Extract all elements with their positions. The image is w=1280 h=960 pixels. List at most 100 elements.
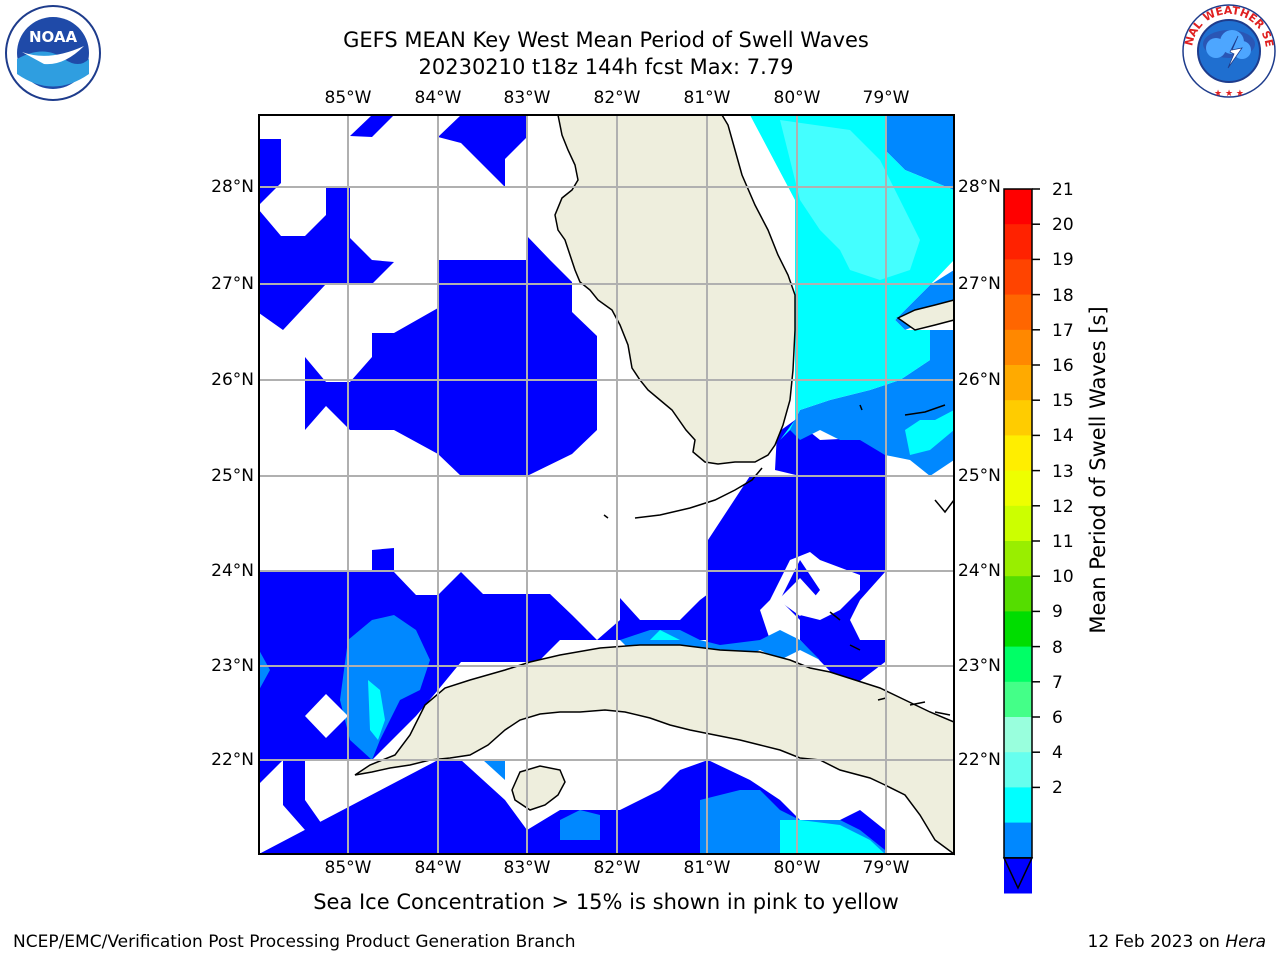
colorbar-title: Mean Period of Swell Waves [s] [1086,306,1110,634]
colorbar-swatch [1004,224,1032,260]
lat-label-left: 22°N [211,750,254,770]
lat-label-right: 28°N [958,177,1001,197]
lat-label-right: 25°N [958,466,1001,486]
colorbar-swatch [1004,787,1032,824]
colorbar-tick-label: 14 [1052,426,1074,447]
fill-region [905,410,954,455]
sea-ice-note: Sea Ice Concentration > 15% is shown in … [313,890,899,914]
fill-region [885,115,954,190]
fill-region [305,236,597,476]
colorbar-tick-label: 15 [1052,391,1074,412]
colorbar-swatch [1004,435,1032,472]
florida-keys [634,467,763,519]
fill-region [259,139,281,205]
lat-label-left: 24°N [211,561,254,581]
colorbar-swatch [1004,505,1032,542]
colorbar-swatch [1004,470,1032,507]
colorbar-tick-label: 9 [1052,602,1063,623]
cuba-cays [829,611,951,716]
lon-label-top: 79°W [862,88,910,108]
colorbar-tick-label: 11 [1052,532,1074,552]
fill-region [350,115,394,137]
fill-region [438,115,527,187]
colorbar-tick-label: 6 [1052,708,1063,728]
colorbar-swatch [1004,541,1032,577]
fill-region [283,760,348,854]
fill-region [560,810,600,840]
graticule [259,115,954,854]
colorbar-tick-label: 10 [1052,567,1074,588]
lon-label-bottom: 84°W [414,858,462,878]
colorbar-swatch [1004,822,1032,859]
florida-land [554,114,796,465]
colorbar-swatch [1004,189,1032,225]
svg-text:★ ★ ★: ★ ★ ★ [1214,89,1244,99]
footer-branch: NCEP/EMC/Verification Post Processing Pr… [13,932,576,952]
nws-logo: NATIONAL WEATHER SERVICE ★ ★ ★ [1180,2,1276,99]
key-west [603,514,609,519]
colorbar-tick-label: 8 [1052,637,1063,658]
chart-title: GEFS MEAN Key West Mean Period of Swell … [343,28,869,52]
colorbar-swatch [1004,294,1032,331]
colorbar-swatch [1004,646,1032,683]
land-masses [354,114,955,856]
colorbar-tick-label: 19 [1052,250,1074,271]
lon-label-bottom: 79°W [862,858,910,878]
colorbar-tick-label: 18 [1052,285,1074,306]
lon-label-bottom: 83°W [503,858,551,878]
colorbar-swatch [1004,329,1032,366]
colorbar-swatch [1004,259,1032,296]
lat-label-left: 28°N [211,177,254,197]
lon-label-bottom: 81°W [683,858,731,878]
noaa-logo: NOAA [5,5,101,101]
lat-label-right: 24°N [958,561,1001,581]
colorbar-tick-label: 2 [1052,778,1063,799]
colorbar-swatch [1004,576,1032,612]
colorbar-tick-label: 17 [1052,320,1074,341]
isla-juventud-land [511,765,566,811]
lat-label-left: 27°N [211,274,254,294]
lon-label-top: 83°W [503,88,551,108]
footer-date-text: 12 Feb 2023 on [1087,932,1226,952]
lon-label-bottom: 85°W [324,858,372,878]
fill-region [368,680,385,740]
colorbar-tick-label: 13 [1052,461,1074,482]
lon-label-top: 84°W [414,88,462,108]
fill-region [780,820,885,854]
fill-region [259,188,394,284]
map-frame [258,114,955,855]
chart-subtitle: 20230210 t18z 144h fcst Max: 7.79 [418,55,794,79]
colorbar-tick-label: 4 [1052,743,1063,764]
colorbar-swatch [1004,681,1032,718]
lon-label-top: 82°W [593,88,641,108]
colorbar-tick-label: 20 [1052,215,1074,236]
lat-label-left: 25°N [211,466,254,486]
fill-region [259,650,270,690]
lon-label-top: 81°W [683,88,731,108]
lat-label-right: 22°N [958,750,1001,770]
bahamas [859,404,955,514]
fill-region [483,760,505,780]
fill-region [650,630,680,640]
lat-label-left: 26°N [211,370,254,390]
noaa-logo-text: NOAA [29,28,78,46]
lat-label-right: 23°N [958,656,1001,676]
lon-label-top: 85°W [324,88,372,108]
lat-label-right: 27°N [958,274,1001,294]
lat-label-right: 26°N [958,370,1001,390]
colorbar-tick-label: 12 [1052,496,1074,517]
lon-label-top: 80°W [773,88,821,108]
colorbar [1002,188,1040,894]
lat-label-left: 23°N [211,656,254,676]
footer-date: 12 Feb 2023 on Hera [1088,932,1266,952]
fill-region [778,578,820,616]
swell-period-fill [259,115,954,854]
colorbar-tick-label: 21 [1052,180,1074,200]
lon-label-bottom: 80°W [773,858,821,878]
lon-label-bottom: 82°W [593,858,641,878]
cuba-land [354,644,955,856]
colorbar-swatch [1004,752,1032,788]
colorbar-swatch [1004,717,1032,753]
colorbar-frame [1003,188,1033,859]
